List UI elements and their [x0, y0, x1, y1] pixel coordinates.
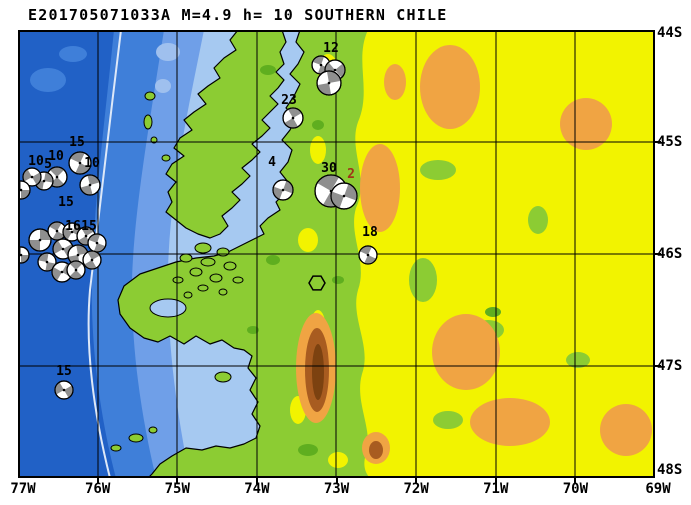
epicenter-hexagon: [308, 275, 326, 291]
x-tick-label: 71W: [483, 481, 509, 497]
depth-label: 4: [268, 155, 276, 170]
depth-label: 16: [65, 219, 81, 234]
x-tick-mark: [494, 478, 497, 484]
x-tick-label: 74W: [244, 481, 270, 497]
focal-mechanism: [282, 107, 304, 129]
x-tick-label: 72W: [403, 481, 429, 497]
x-tick-mark: [574, 478, 577, 484]
x-tick-label: 73W: [323, 481, 350, 497]
x-tick-mark: [255, 478, 258, 484]
depth-label: 10: [48, 149, 64, 164]
focal-mechanism: [82, 250, 102, 270]
depth-label: 10: [84, 156, 100, 171]
archipelago: [165, 30, 287, 239]
y-tick-label: 45S: [657, 134, 683, 150]
focal-mechanism: [54, 380, 74, 400]
depth-label: 15: [81, 219, 97, 234]
x-tick-label: 77W: [10, 481, 36, 497]
focal-mechanism: [18, 180, 31, 200]
x-tick-label: 69W: [645, 481, 671, 497]
depth-label: 12: [323, 41, 339, 56]
x-tick-mark: [96, 478, 99, 484]
y-tick-label: 47S: [657, 358, 683, 374]
x-tick-mark: [176, 478, 179, 484]
x-tick-label: 70W: [562, 481, 589, 497]
x-tick-label: 76W: [84, 481, 111, 497]
focal-mechanism: [66, 260, 86, 280]
focal-mechanism: [330, 182, 358, 210]
focal-mechanism: [28, 228, 52, 252]
focal-mechanism: [68, 151, 92, 175]
y-tick-label: 48S: [657, 462, 683, 478]
depth-label: 30: [321, 161, 337, 176]
grid-layer: [18, 30, 655, 478]
x-tick-mark: [415, 478, 418, 484]
y-tick-mark: [655, 365, 661, 367]
focal-mechanism: [272, 179, 294, 201]
depth-label: 15: [56, 364, 72, 379]
focal-mechanism: [358, 245, 378, 265]
y-tick-label: 46S: [657, 246, 683, 262]
y-tick-label: 44S: [657, 25, 683, 41]
depth-label: 15: [69, 135, 85, 150]
y-tick-mark: [655, 253, 661, 255]
depth-label: 23: [281, 93, 297, 108]
page-title: E201705071033A M=4.9 h= 10 SOUTHERN CHIL…: [28, 6, 448, 24]
depth-label: 2: [347, 167, 355, 182]
mechanisms-layer: [18, 55, 378, 400]
islands-layer: [110, 91, 244, 452]
depth-label: 18: [362, 225, 378, 240]
depth-label: 10: [28, 154, 44, 169]
x-tick-label: 75W: [164, 481, 190, 497]
focal-mechanism: [37, 252, 57, 272]
focal-mechanism: [18, 246, 30, 264]
map-frame: [18, 30, 655, 478]
y-tick-mark: [655, 141, 661, 143]
focal-mechanism: [316, 70, 342, 96]
focal-mechanism: [22, 167, 42, 187]
focal-mechanism: [79, 174, 101, 196]
x-tick-mark: [335, 478, 338, 484]
focal-mechanism: [47, 221, 67, 241]
depth-label: 15: [58, 195, 74, 210]
depth-label: 5: [44, 157, 52, 172]
